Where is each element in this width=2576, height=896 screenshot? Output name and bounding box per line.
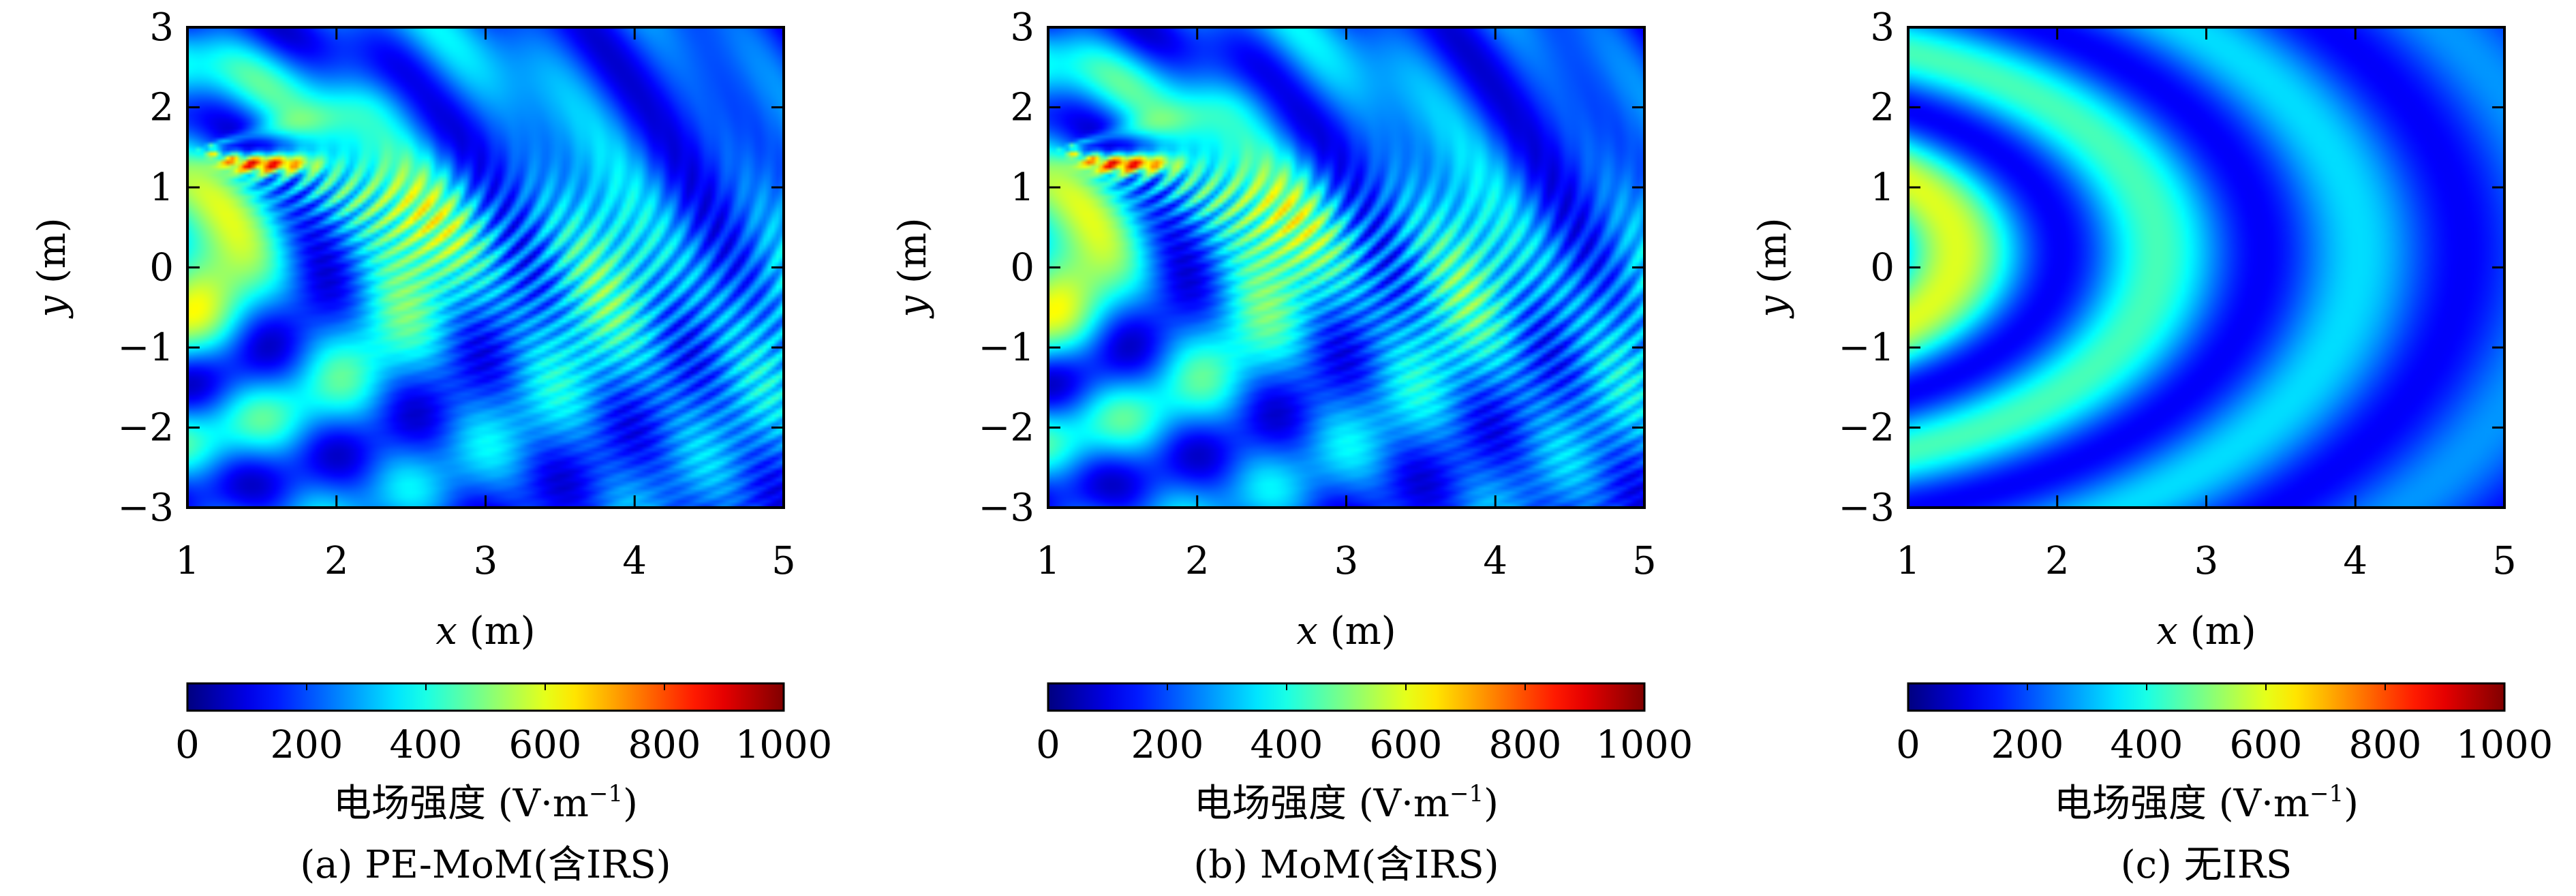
y-tick-label: 2 [149, 86, 174, 130]
y-tick-label: −1 [978, 326, 1034, 370]
colorbar [1907, 682, 2506, 712]
y-tick-label: 3 [149, 5, 174, 50]
colorbar-tick-label: 0 [1896, 723, 1920, 767]
x-axis-label: x (m) [1296, 609, 1396, 653]
colorbar-tick-label: 1000 [2456, 723, 2554, 767]
field-heatmap [1048, 27, 1644, 508]
y-tick-label: 0 [149, 246, 174, 290]
y-tick-label: −3 [117, 486, 174, 530]
x-tick-label: 1 [1896, 539, 1920, 583]
x-tick-label: 2 [324, 539, 349, 583]
y-tick-label: −1 [1838, 326, 1895, 370]
y-tick-label: 3 [1010, 5, 1034, 50]
colorbar-tick-label: 1000 [735, 723, 833, 767]
y-axis-label: y (m) [30, 217, 74, 319]
colorbar-label: 电场强度 (V·m−1) [333, 780, 638, 826]
colorbar-tick-label: 200 [271, 723, 343, 767]
panel-caption: (a) PE-MoM(含IRS) [300, 843, 671, 887]
y-tick-label: 1 [1010, 166, 1034, 210]
colorbar-tick-label: 0 [175, 723, 200, 767]
colorbar-tick-label: 600 [1370, 723, 1443, 767]
colorbar-tick-label: 600 [2230, 723, 2303, 767]
x-tick-label: 1 [175, 539, 200, 583]
x-axis-label: x (m) [435, 609, 535, 653]
x-tick-label: 1 [1036, 539, 1060, 583]
colorbar-tick-label: 200 [1991, 723, 2064, 767]
field-heatmap [187, 27, 784, 508]
y-tick-label: −1 [117, 326, 174, 370]
y-axis-label: y (m) [891, 217, 935, 319]
x-axis-label: x (m) [2156, 609, 2256, 653]
colorbar-tick-label: 1000 [1596, 723, 1693, 767]
panel-caption: (b) MoM(含IRS) [1193, 843, 1499, 887]
colorbar-tick-label: 600 [509, 723, 582, 767]
colorbar-tick-label: 800 [628, 723, 701, 767]
colorbar-tick-label: 200 [1131, 723, 1204, 767]
y-tick-label: 3 [1870, 5, 1895, 50]
x-tick-label: 5 [771, 539, 796, 583]
y-tick-label: −3 [978, 486, 1034, 530]
y-tick-label: 1 [149, 166, 174, 210]
x-tick-label: 2 [1185, 539, 1210, 583]
x-tick-label: 4 [1483, 539, 1507, 583]
y-tick-label: 0 [1870, 246, 1895, 290]
colorbar [1047, 682, 1646, 712]
y-tick-label: −2 [978, 406, 1034, 450]
colorbar [186, 682, 785, 712]
colorbar-tick-label: 400 [1251, 723, 1323, 767]
y-tick-label: 2 [1010, 86, 1034, 130]
colorbar-tick-label: 400 [2111, 723, 2183, 767]
colorbar-label: 电场强度 (V·m−1) [1194, 780, 1499, 826]
colorbar-label: 电场强度 (V·m−1) [2054, 780, 2359, 826]
colorbar-tick-label: 400 [390, 723, 463, 767]
y-axis-label: y (m) [1751, 217, 1795, 319]
colorbar-tick-label: 800 [1489, 723, 1562, 767]
x-tick-label: 4 [2343, 539, 2367, 583]
panel-caption: (c) 无IRS [2121, 843, 2293, 887]
y-tick-label: 0 [1010, 246, 1034, 290]
x-tick-label: 4 [622, 539, 647, 583]
y-tick-label: 2 [1870, 86, 1895, 130]
y-tick-label: −2 [117, 406, 174, 450]
x-tick-label: 3 [2194, 539, 2219, 583]
y-tick-label: −3 [1838, 486, 1895, 530]
colorbar-tick-label: 0 [1036, 723, 1060, 767]
y-tick-label: −2 [1838, 406, 1895, 450]
x-tick-label: 2 [2045, 539, 2070, 583]
x-tick-label: 5 [1632, 539, 1657, 583]
x-tick-label: 3 [474, 539, 498, 583]
x-tick-label: 5 [2492, 539, 2517, 583]
x-tick-label: 3 [1334, 539, 1359, 583]
colorbar-tick-label: 800 [2349, 723, 2422, 767]
y-tick-label: 1 [1870, 166, 1895, 210]
field-heatmap [1908, 27, 2504, 508]
